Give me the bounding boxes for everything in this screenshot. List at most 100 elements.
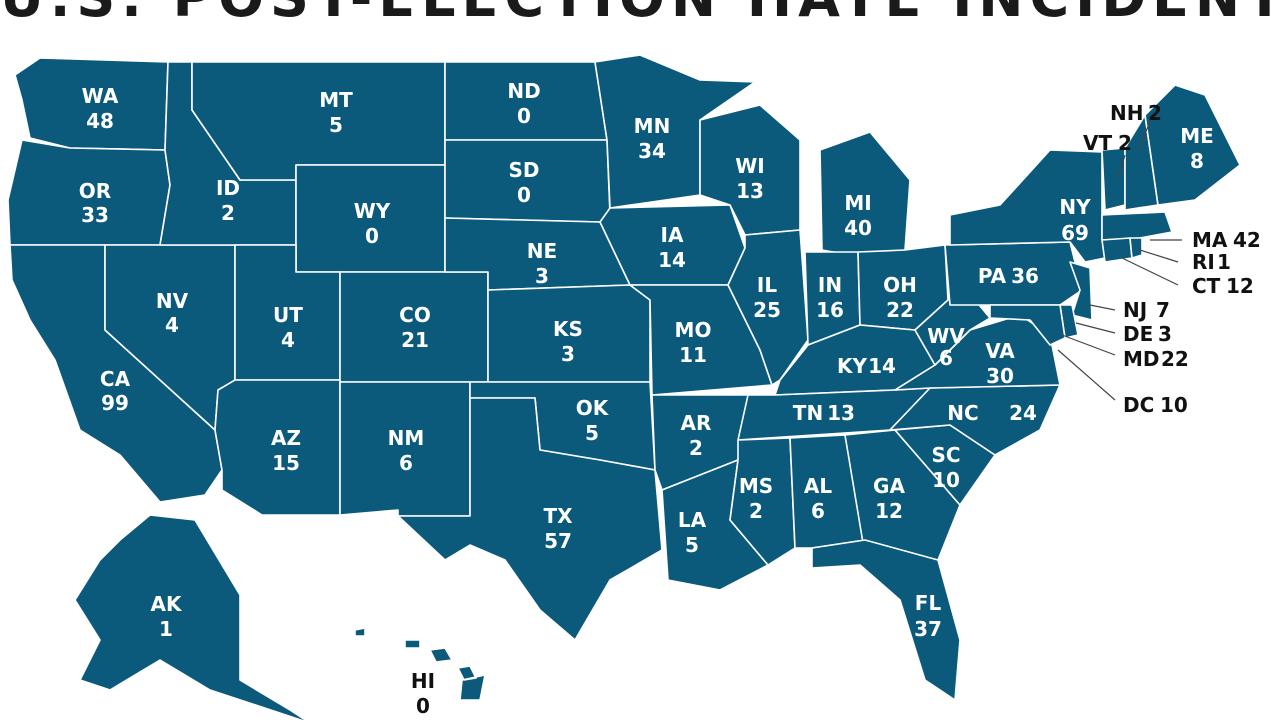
state-shapes: [7, 54, 1241, 723]
label-NH-count: 2: [1148, 101, 1162, 125]
label-WA-count: 48: [86, 109, 114, 133]
label-NV-abbr: NV: [156, 289, 189, 313]
label-WV-count: 6: [939, 346, 953, 370]
label-TN-abbr: TN: [793, 401, 823, 425]
label-DE-count: 3: [1158, 322, 1172, 346]
map-title: U.S. POST-ELECTION HATE INCIDENTS: [0, 0, 1280, 29]
label-OH-count: 22: [886, 298, 914, 322]
label-NC-count: 24: [1009, 401, 1037, 425]
label-NE-abbr: NE: [527, 239, 557, 263]
label-MD-count: 22: [1161, 347, 1189, 371]
state-GA[interactable]: [844, 429, 961, 561]
state-FL[interactable]: [811, 539, 961, 701]
label-DE-abbr: DE: [1123, 322, 1153, 346]
state-NJ[interactable]: [1069, 261, 1093, 321]
label-ND-abbr: ND: [507, 79, 540, 103]
label-DC-abbr: DC: [1123, 393, 1154, 417]
label-SD-count: 0: [517, 183, 531, 207]
label-NJ-count: 7: [1156, 298, 1170, 322]
label-TX-count: 57: [544, 529, 572, 553]
label-WY-count: 0: [365, 224, 379, 248]
label-OR-abbr: OR: [79, 179, 111, 203]
label-UT-abbr: UT: [273, 303, 303, 327]
label-AL-abbr: AL: [804, 474, 832, 498]
label-NJ-abbr: NJ: [1123, 298, 1147, 322]
label-AK-abbr: AK: [151, 592, 183, 616]
label-VT-count: 2: [1118, 131, 1132, 155]
label-RI-count: 1: [1217, 250, 1231, 274]
state-VT[interactable]: [1101, 147, 1126, 211]
label-ME-abbr: ME: [1180, 124, 1214, 148]
label-MS-abbr: MS: [739, 474, 773, 498]
label-MN-abbr: MN: [634, 114, 671, 138]
label-PA-abbr: PA: [978, 264, 1007, 288]
state-KS[interactable]: [487, 284, 651, 383]
label-GA-count: 12: [875, 499, 903, 523]
label-KS-count: 3: [561, 342, 575, 366]
label-MS-count: 2: [749, 499, 763, 523]
label-MN-count: 34: [638, 139, 666, 163]
label-IA-abbr: IA: [661, 223, 684, 247]
label-AZ-count: 15: [272, 451, 300, 475]
state-CT[interactable]: [1101, 237, 1133, 263]
label-VT-abbr: VT: [1083, 131, 1112, 155]
state-TX[interactable]: [397, 397, 663, 641]
label-IL-abbr: IL: [757, 273, 777, 297]
label-NM-abbr: NM: [388, 426, 425, 450]
label-FL-count: 37: [914, 617, 942, 641]
label-WI-abbr: WI: [735, 154, 765, 178]
label-FL-abbr: FL: [915, 591, 942, 615]
label-SC-abbr: SC: [931, 443, 960, 467]
label-DC-count: 10: [1160, 393, 1188, 417]
state-MT[interactable]: [191, 61, 446, 181]
label-CT-abbr: CT: [1192, 274, 1221, 298]
label-CO-count: 21: [401, 328, 429, 352]
label-AL-count: 6: [811, 499, 825, 523]
label-AR-abbr: AR: [681, 411, 712, 435]
label-NM-count: 6: [399, 451, 413, 475]
label-ME-count: 8: [1190, 149, 1204, 173]
label-NC-abbr: NC: [947, 401, 978, 425]
label-OK-abbr: OK: [576, 396, 610, 420]
label-MD-abbr: MD: [1123, 347, 1160, 371]
label-RI-abbr: RI: [1192, 250, 1215, 274]
label-HI-abbr: HI: [411, 669, 435, 693]
label-WV-abbr: WV: [927, 324, 965, 348]
label-NE-count: 3: [535, 264, 549, 288]
external-labels: HI 0 NH 2 VT 2 MA 42 RI 1 CT 12 NJ 7 DE …: [411, 101, 1261, 718]
label-MO-count: 11: [679, 343, 707, 367]
label-NH-abbr: NH: [1110, 101, 1143, 125]
label-LA-abbr: LA: [678, 508, 707, 532]
label-IN-abbr: IN: [818, 273, 842, 297]
label-IN-count: 16: [816, 298, 844, 322]
label-OH-abbr: OH: [883, 273, 917, 297]
label-UT-count: 4: [281, 328, 295, 352]
label-NV-count: 4: [165, 313, 179, 337]
label-MO-abbr: MO: [675, 318, 712, 342]
leader-lines: [1057, 121, 1182, 401]
label-MT-abbr: MT: [319, 88, 353, 112]
label-SC-count: 10: [932, 468, 960, 492]
label-IL-count: 25: [753, 298, 781, 322]
label-ID-abbr: ID: [216, 176, 240, 200]
label-CT-count: 12: [1226, 274, 1254, 298]
label-AR-count: 2: [689, 436, 703, 460]
state-HI[interactable]: [354, 627, 486, 701]
label-MI-count: 40: [844, 216, 872, 240]
label-MA-abbr: MA: [1192, 228, 1228, 252]
state-CO[interactable]: [339, 271, 489, 383]
state-IL[interactable]: [727, 229, 809, 386]
state-labels: WA 48 OR 33 CA 99 NV 4 ID 2 MT 5 WY 0 UT…: [79, 79, 1214, 641]
label-KY-abbr: KY: [837, 354, 867, 378]
state-MA[interactable]: [1101, 211, 1173, 241]
label-CO-abbr: CO: [399, 303, 431, 327]
label-OK-count: 5: [585, 421, 599, 445]
label-LA-count: 5: [685, 533, 699, 557]
state-ME[interactable]: [1144, 84, 1241, 206]
label-WI-count: 13: [736, 179, 764, 203]
state-RI[interactable]: [1129, 237, 1143, 259]
state-AK[interactable]: [74, 514, 311, 723]
state-MD[interactable]: [989, 304, 1066, 346]
label-SD-abbr: SD: [508, 158, 539, 182]
